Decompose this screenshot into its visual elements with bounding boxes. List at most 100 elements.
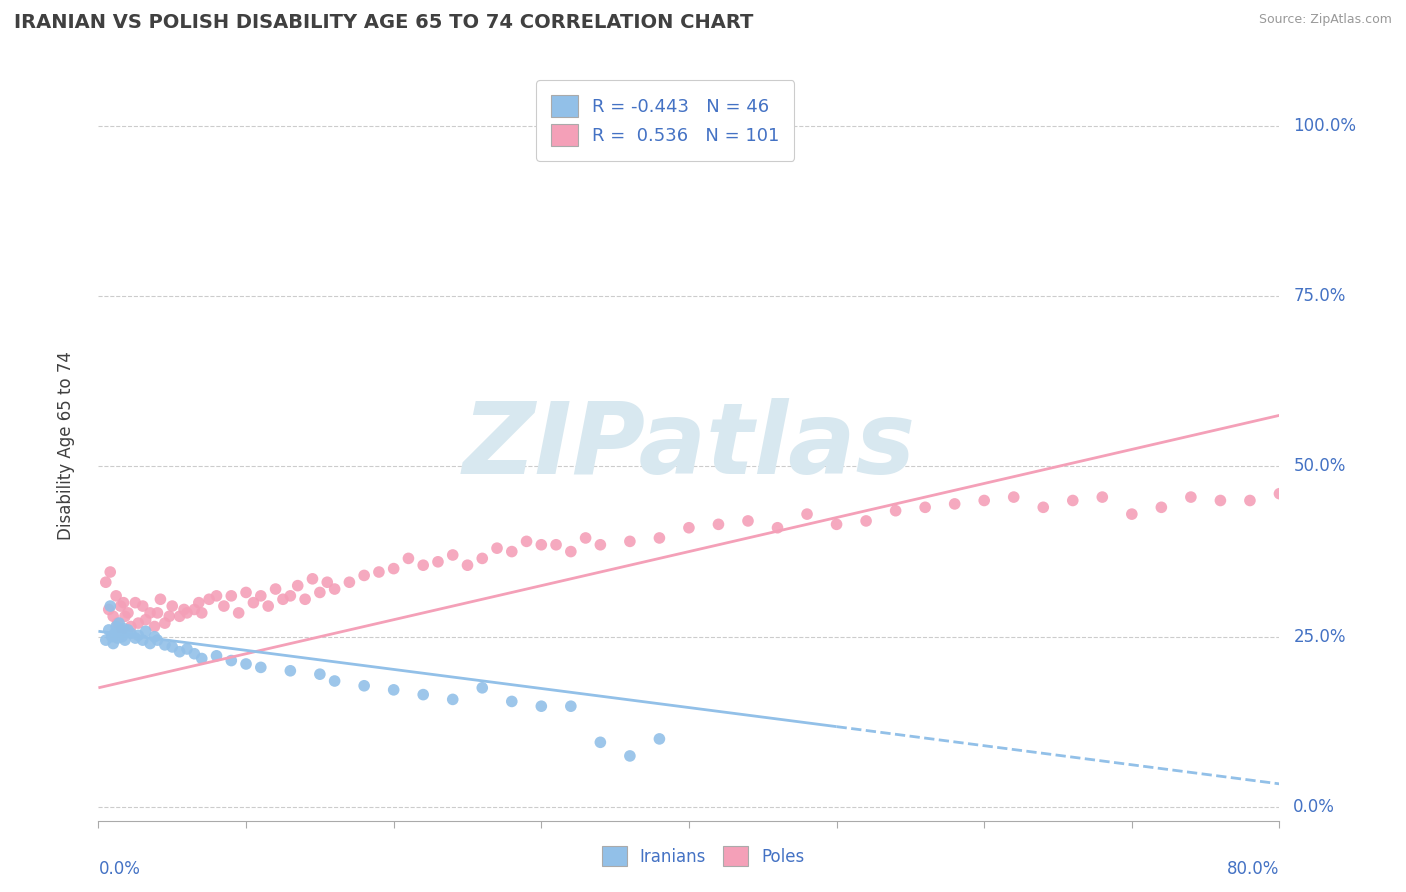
Point (707, 517, 730, 532)
Point (412, 688, 434, 702)
Point (855, 514, 877, 528)
Point (110, 599, 132, 613)
Point (135, 613, 157, 627)
Point (309, 585, 332, 599)
Point (560, 544, 582, 558)
Point (382, 682, 405, 697)
Text: 50.0%: 50.0% (1294, 458, 1346, 475)
Point (1386, 411, 1406, 425)
Point (132, 633, 155, 648)
Point (205, 589, 228, 603)
Point (205, 648, 228, 663)
Point (280, 664, 302, 678)
Point (323, 582, 346, 596)
Point (111, 623, 134, 637)
Point (1062, 493, 1084, 508)
Legend: R = -0.443   N = 46, R =  0.536   N = 101: R = -0.443 N = 46, R = 0.536 N = 101 (537, 80, 794, 161)
Point (162, 599, 183, 613)
Point (398, 551, 420, 566)
Point (560, 699, 582, 714)
Point (191, 606, 214, 620)
Point (250, 660, 273, 674)
Point (501, 544, 523, 558)
Point (441, 692, 464, 706)
Text: 100.0%: 100.0% (1294, 117, 1357, 135)
Point (368, 565, 391, 579)
Legend: Iranians, Poles: Iranians, Poles (593, 838, 813, 875)
Point (176, 642, 198, 657)
Point (353, 568, 375, 582)
Point (309, 667, 332, 681)
Point (98, 565, 121, 579)
Point (107, 616, 129, 631)
Point (766, 521, 789, 535)
Point (339, 575, 361, 590)
Point (157, 609, 180, 624)
Point (796, 507, 818, 521)
Point (114, 633, 136, 648)
Text: Source: ZipAtlas.com: Source: ZipAtlas.com (1258, 13, 1392, 27)
Point (143, 630, 166, 644)
Point (132, 599, 155, 613)
Point (280, 589, 302, 603)
Point (457, 558, 479, 573)
Point (162, 640, 183, 654)
Point (1327, 377, 1350, 392)
Point (94, 633, 117, 648)
Point (149, 592, 172, 607)
Point (228, 606, 250, 620)
Point (501, 694, 523, 708)
Point (1180, 490, 1202, 504)
Point (187, 596, 209, 610)
Point (135, 624, 157, 639)
Point (120, 619, 142, 633)
Point (117, 606, 139, 620)
Point (105, 619, 128, 633)
Point (973, 493, 995, 508)
Text: 25.0%: 25.0% (1294, 628, 1346, 646)
Point (100, 630, 122, 644)
Point (235, 585, 257, 599)
Point (183, 602, 205, 616)
Point (353, 679, 375, 693)
Point (107, 631, 129, 645)
Point (1357, 357, 1379, 371)
Point (914, 500, 936, 515)
Point (943, 497, 966, 511)
Point (110, 624, 132, 639)
Point (183, 647, 205, 661)
Point (97, 602, 120, 616)
Point (546, 538, 568, 552)
Point (98, 599, 121, 613)
Point (212, 599, 235, 613)
Point (884, 504, 907, 518)
Point (1091, 490, 1114, 504)
Point (103, 609, 125, 624)
Point (323, 673, 346, 688)
Point (471, 681, 494, 695)
Point (737, 514, 759, 528)
Point (146, 606, 169, 620)
Text: 80.0%: 80.0% (1227, 860, 1279, 878)
Point (94, 575, 117, 590)
Point (127, 616, 149, 631)
Point (427, 555, 450, 569)
Text: 0.0%: 0.0% (98, 860, 141, 878)
Point (589, 735, 612, 749)
Point (287, 579, 309, 593)
Point (103, 636, 125, 650)
Point (124, 631, 146, 645)
Point (221, 589, 243, 603)
Point (146, 633, 169, 648)
Point (153, 638, 176, 652)
Point (648, 531, 671, 545)
Point (104, 626, 127, 640)
Point (235, 657, 257, 671)
Point (1002, 490, 1025, 504)
Point (471, 551, 494, 566)
Point (530, 538, 553, 552)
Point (198, 592, 221, 607)
Point (441, 548, 464, 562)
Point (191, 651, 214, 665)
Point (139, 636, 162, 650)
